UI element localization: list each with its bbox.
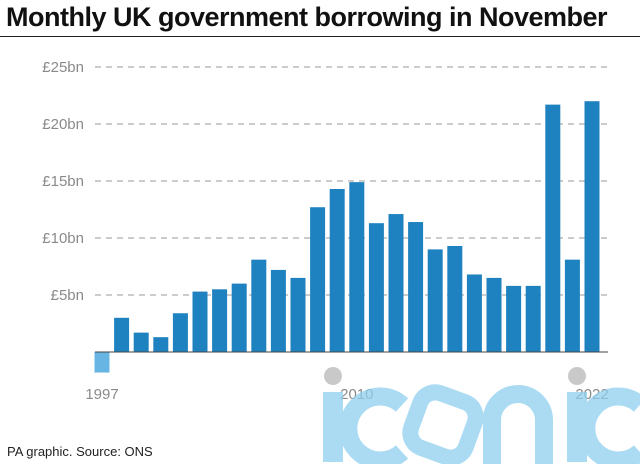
bar-1997 <box>94 352 110 373</box>
bar-2003 <box>212 289 228 352</box>
bar-2007 <box>290 277 306 352</box>
bar-1999 <box>133 332 149 352</box>
bar-2013 <box>408 222 424 352</box>
y-tick-label: £25bn <box>42 59 84 76</box>
bar-2001 <box>172 313 188 352</box>
bar-1998 <box>114 317 130 352</box>
y-tick-label: £5bn <box>51 287 84 304</box>
bar-2008 <box>310 207 326 352</box>
source-note: PA graphic. Source: ONS <box>7 444 153 459</box>
x-tick-label: 1997 <box>85 386 118 403</box>
bar-2014 <box>427 249 443 352</box>
bar-2017 <box>486 277 502 352</box>
bar-2021 <box>564 259 580 352</box>
chart-title: Monthly UK government borrowing in Novem… <box>6 2 608 32</box>
bar-2010 <box>349 182 365 352</box>
bar-2004 <box>231 283 247 352</box>
bar-2018 <box>506 285 522 352</box>
bar-2002 <box>192 291 208 352</box>
y-tick-label: £10bn <box>42 230 84 247</box>
bar-2012 <box>388 214 404 352</box>
x-tick-label: 2010 <box>340 386 373 403</box>
y-tick-label: £20bn <box>42 116 84 133</box>
bar-2020 <box>545 104 561 353</box>
y-tick-label: £15bn <box>42 173 84 190</box>
bar-2022 <box>584 101 600 352</box>
title-rule <box>0 36 640 37</box>
bar-2011 <box>368 223 384 352</box>
bar-2000 <box>153 337 169 352</box>
bar-2009 <box>329 188 345 352</box>
x-tick-label: 2022 <box>575 386 608 403</box>
bar-2005 <box>251 259 267 352</box>
bar-2006 <box>270 269 286 352</box>
bar-2015 <box>447 245 463 352</box>
bar-2016 <box>466 274 482 352</box>
bar-2019 <box>525 285 541 352</box>
